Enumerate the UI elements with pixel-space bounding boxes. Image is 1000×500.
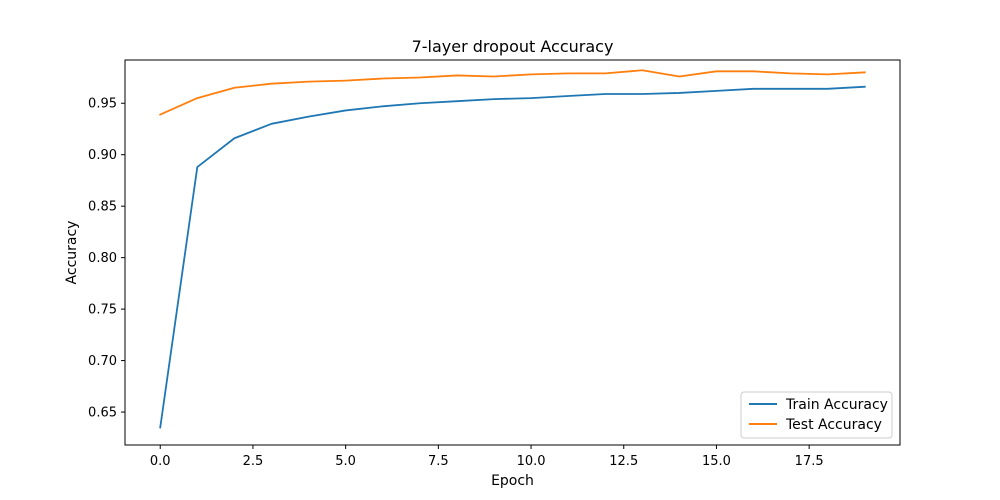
x-axis-label: Epoch xyxy=(491,473,534,489)
series-line-train xyxy=(159,85,866,429)
legend: Train Accuracy Test Accuracy xyxy=(740,391,893,439)
x-tick-label: 12.5 xyxy=(609,454,638,469)
y-tick-label: 0.80 xyxy=(88,251,117,266)
series-lines xyxy=(159,69,866,429)
y-tick-label: 0.90 xyxy=(88,148,117,163)
y-axis-label: Accuracy xyxy=(64,221,80,285)
legend-label-test: Test Accuracy xyxy=(785,417,882,433)
y-tick-label: 0.65 xyxy=(88,406,117,421)
x-tick-label: 17.5 xyxy=(795,454,824,469)
x-tick-label: 10.0 xyxy=(517,454,546,469)
chart-title: 7-layer dropout Accuracy xyxy=(412,37,614,56)
x-axis: 0.0 2.5 5.0 7.5 10.0 12.5 15.0 17.5 xyxy=(150,445,824,469)
series-line-test xyxy=(159,69,866,116)
y-axis: 0.65 0.70 0.75 0.80 0.85 0.90 0.95 xyxy=(88,97,125,421)
plot-frame xyxy=(124,59,901,446)
x-tick-label: 0.0 xyxy=(150,454,171,469)
x-tick-label: 2.5 xyxy=(243,454,264,469)
x-tick-label: 7.5 xyxy=(428,454,449,469)
plot-area xyxy=(124,59,901,446)
x-tick-label: 5.0 xyxy=(335,454,356,469)
y-tick-label: 0.75 xyxy=(88,303,117,318)
y-tick-label: 0.85 xyxy=(88,200,117,215)
y-tick-label: 0.70 xyxy=(88,354,117,369)
x-tick-label: 15.0 xyxy=(702,454,731,469)
y-tick-label: 0.95 xyxy=(88,97,117,112)
legend-label-train: Train Accuracy xyxy=(785,397,888,413)
legend-box xyxy=(740,391,893,439)
